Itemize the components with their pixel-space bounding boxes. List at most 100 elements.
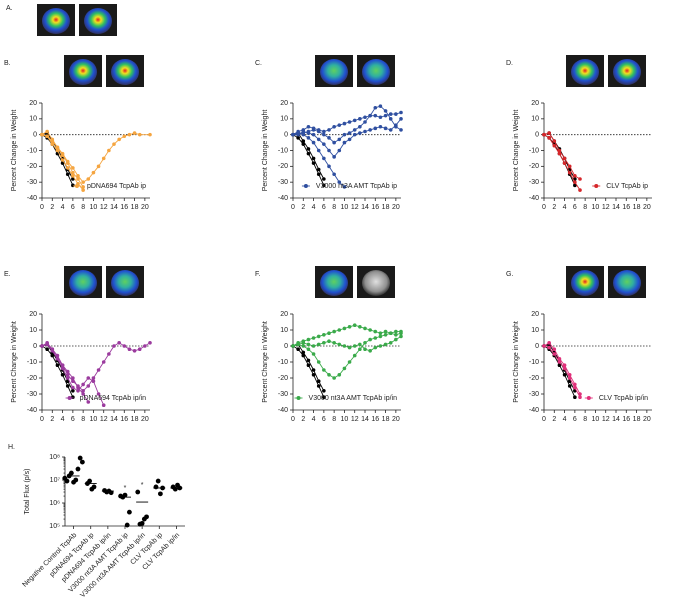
data-point	[337, 342, 342, 347]
x-tick-label: 8	[583, 416, 587, 423]
data-point	[567, 384, 572, 388]
data-point	[378, 344, 383, 348]
data-point	[65, 376, 70, 380]
y-tick-label: 0	[284, 343, 288, 350]
data-point	[342, 140, 347, 145]
data-point	[394, 112, 398, 116]
data-point	[557, 148, 562, 153]
series-line	[292, 134, 325, 186]
data-point	[311, 126, 316, 131]
data-point	[327, 128, 331, 132]
data-point	[81, 180, 85, 184]
data-point	[383, 126, 388, 131]
data-point	[578, 395, 582, 400]
data-point	[71, 389, 75, 393]
data-point	[306, 136, 311, 140]
x-tick-label: 2	[552, 204, 556, 211]
series-line	[292, 336, 402, 352]
data-point	[122, 344, 127, 348]
data-point	[573, 174, 577, 178]
image-signal	[613, 59, 641, 85]
x-tick-label: 12	[100, 416, 108, 423]
y-tick-label: -20	[27, 163, 37, 170]
data-point	[306, 363, 311, 368]
annotation: *	[141, 482, 144, 489]
data-point	[358, 325, 362, 329]
data-point	[332, 155, 336, 159]
data-point	[71, 166, 75, 170]
x-tick-label: 16	[371, 416, 379, 423]
data-point	[65, 384, 70, 388]
data-point	[50, 349, 55, 353]
data-point	[373, 126, 378, 131]
data-point	[352, 344, 357, 348]
data-point	[132, 131, 137, 135]
data-point	[547, 341, 551, 345]
x-tick-label: 10	[592, 204, 600, 211]
data-point	[86, 376, 91, 380]
data-point	[60, 363, 65, 368]
y-tick-label: -10	[27, 147, 37, 154]
data-point	[40, 344, 44, 348]
data-point	[373, 113, 378, 118]
y-tick-label: -40	[529, 407, 539, 414]
data-point	[383, 342, 388, 347]
data-point	[306, 131, 311, 135]
image-signal	[320, 59, 348, 85]
data-point	[388, 331, 393, 336]
data-point	[322, 341, 326, 345]
data-point	[311, 156, 316, 161]
panel-label: F.	[255, 271, 261, 278]
data-point	[301, 142, 306, 146]
y-tick-label: 10⁵	[49, 523, 60, 530]
y-tick-label: -10	[529, 359, 539, 366]
data-point	[352, 118, 357, 123]
data-point	[117, 137, 121, 142]
data-point	[68, 470, 74, 476]
data-point	[75, 466, 81, 472]
data-point	[363, 326, 367, 331]
annotation: *	[124, 485, 127, 492]
data-point	[383, 113, 388, 118]
data-point	[358, 124, 362, 129]
data-point	[126, 509, 132, 515]
y-tick-label: -30	[278, 391, 288, 398]
data-point	[352, 128, 357, 132]
image-signal	[362, 59, 390, 85]
x-tick-label: 10	[592, 416, 600, 423]
y-tick-label: 20	[531, 311, 539, 318]
data-point	[153, 484, 159, 490]
data-point	[552, 352, 557, 356]
data-point	[358, 131, 362, 135]
data-point	[135, 489, 141, 495]
data-point	[342, 132, 347, 137]
data-point	[373, 105, 378, 110]
data-point	[552, 347, 557, 352]
x-tick-label: 8	[332, 204, 336, 211]
data-point	[327, 339, 331, 344]
panel-label: A.	[6, 5, 13, 12]
x-tick-label: 8	[332, 416, 336, 423]
data-point	[322, 333, 326, 337]
legend-entry: pDNA694 TcpAb ip	[87, 183, 146, 190]
data-point	[311, 352, 316, 356]
y-tick-label: 0	[535, 132, 539, 139]
x-tick-label: 2	[301, 416, 305, 423]
data-point	[301, 128, 306, 132]
data-point	[306, 358, 311, 363]
data-point	[122, 134, 127, 139]
data-point	[547, 345, 551, 350]
data-point	[301, 344, 306, 348]
x-tick-label: 16	[120, 416, 128, 423]
y-axis-label: Percent Change in Weight	[11, 321, 18, 403]
legend-entry: V3000 nt3A AMT TcpAb ip/in	[309, 395, 398, 402]
data-point	[337, 180, 342, 184]
x-tick-label: 18	[633, 416, 641, 423]
data-point	[301, 350, 306, 355]
image-signal	[320, 270, 348, 296]
data-point	[542, 344, 546, 348]
data-point	[107, 148, 111, 153]
data-point	[337, 373, 342, 377]
data-point	[76, 174, 80, 178]
data-point	[399, 329, 403, 334]
